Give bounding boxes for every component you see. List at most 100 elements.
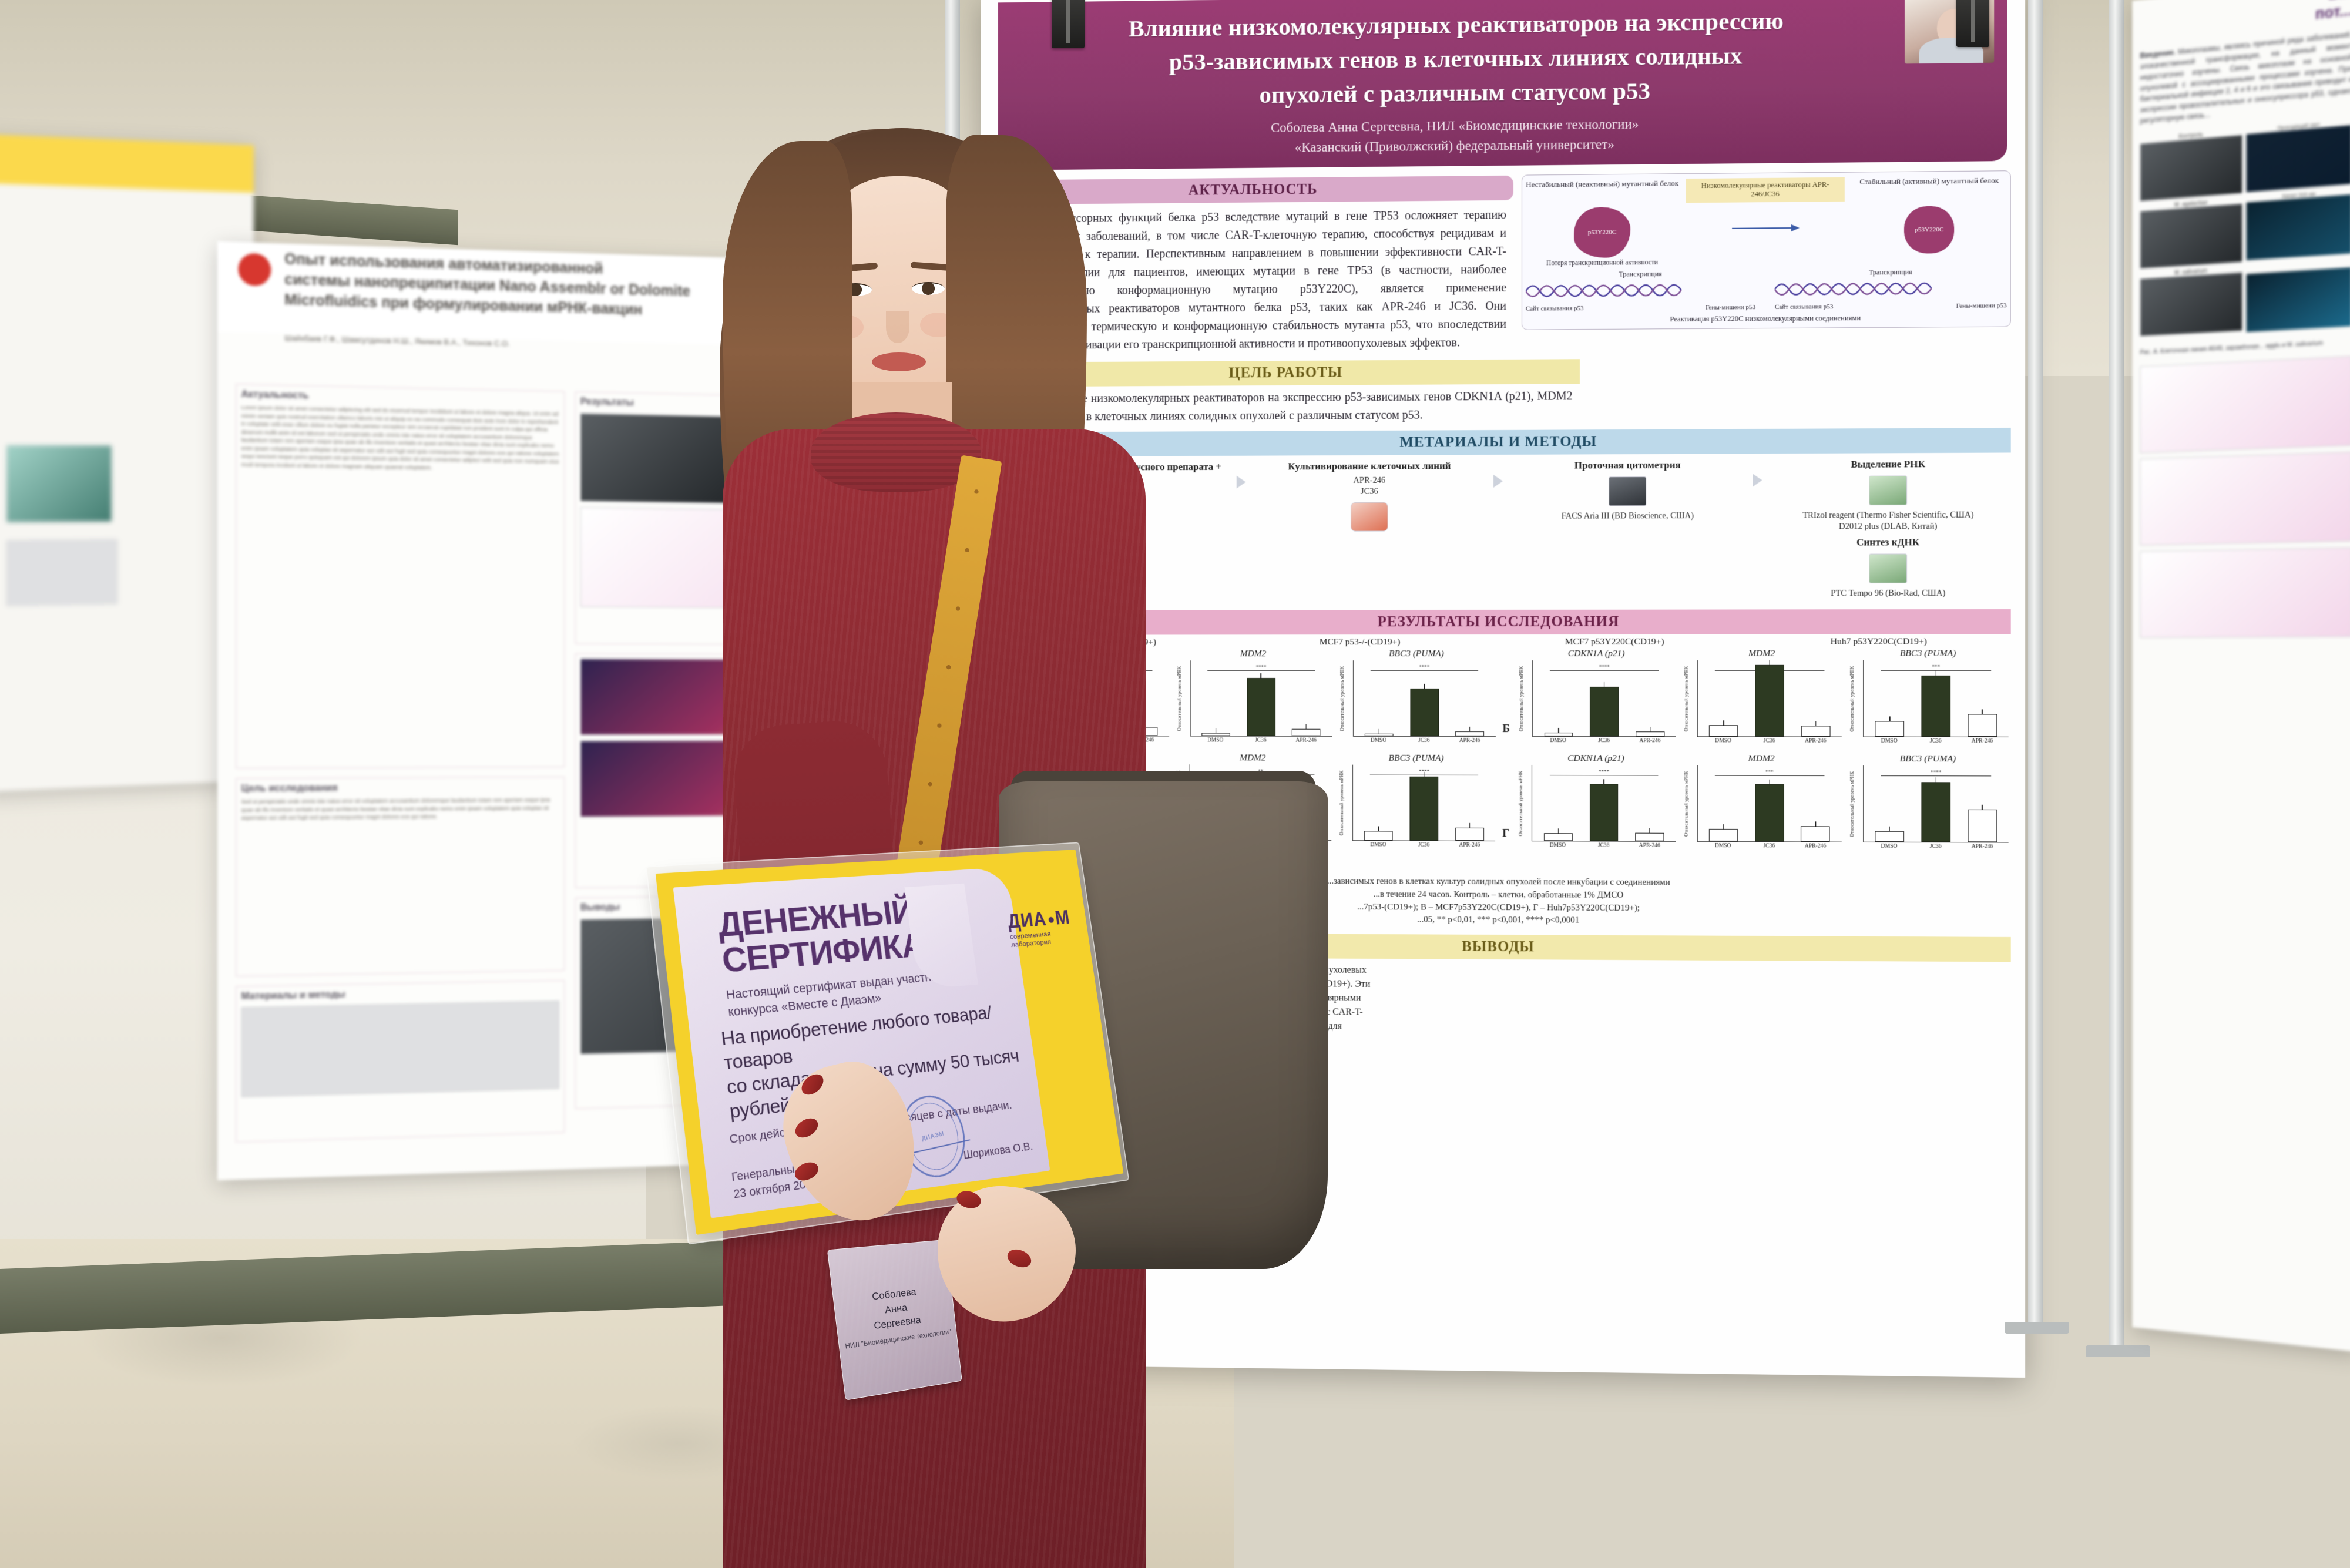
chart-title: BBC3 (PUMA) — [1899, 648, 1956, 659]
method-step-4: Выделение РНК TRIzol reagent (Thermo Fis… — [1802, 458, 1974, 599]
x-tick-label: DMSO — [1714, 843, 1731, 850]
chart-title: CDKN1A (p21) — [1567, 649, 1625, 659]
eye-right — [912, 282, 945, 295]
method-step-3: Проточная цитометрия FACS Aria III (BD B… — [1561, 459, 1694, 521]
bars-group — [1864, 660, 2008, 737]
bars-group — [1533, 660, 1676, 737]
poster-clip-right — [1956, 0, 1989, 47]
x-tick-label: APR-246 — [1971, 844, 1993, 850]
bar — [1875, 826, 1905, 842]
poster-image-generic — [6, 539, 118, 606]
scheme-binding-site-right: Сайт связывания p53 — [1774, 303, 1834, 311]
bar — [1410, 683, 1439, 737]
bars-group — [1697, 765, 1841, 842]
bar-chart: BBC3 (PUMA)Относительный уровень мРНК***… — [1848, 649, 2009, 754]
bars-group — [1864, 765, 2009, 842]
plot-area: Относительный уровень мРНК *** — [1849, 660, 2009, 738]
bar — [1801, 821, 1830, 842]
bar — [1709, 720, 1738, 737]
x-tick-label: DMSO — [1549, 842, 1566, 849]
x-tick-label: JC36 — [1763, 738, 1775, 744]
poster-image-instrument — [6, 445, 112, 523]
poster-frame-post-right — [2086, 0, 2150, 1357]
turtleneck-collar — [811, 412, 981, 492]
poster-clip-left — [1052, 0, 1085, 48]
right-poster-figure-caption: Рис. А. Клеточная линия A549, заражённая… — [2140, 339, 2324, 356]
poster-frame-post-mid — [2005, 0, 2069, 1334]
logo-brand-text-2: М — [1053, 906, 1072, 929]
y-axis-label: Относительный уровень мРНК — [1519, 666, 1525, 731]
bar-chart: CDKN1A (p21)Относительный уровень мРНК**… — [1517, 649, 1676, 754]
left-poster-section-methods: Материалы и методы — [236, 980, 565, 1143]
x-tick-label: APR-246 — [1459, 738, 1480, 744]
x-axis-labels: DMSO JC36 APR-246 — [1532, 841, 1676, 849]
person-presenter — [634, 53, 1410, 1568]
dna-helix-icon-2 — [1775, 276, 2007, 301]
poster-board-right[interactable]: В... пот... Введение. Микоплазмы, являяс… — [2132, 0, 2350, 1352]
x-tick-label: DMSO — [1881, 738, 1898, 744]
chart-title: MDM2 — [1748, 648, 1775, 659]
x-tick-label: JC36 — [1763, 843, 1775, 850]
bar — [1875, 716, 1905, 737]
scheme-label-left: Нестабильный (неактивный) мутантный бело… — [1526, 178, 1679, 189]
bar — [1801, 721, 1831, 737]
y-axis-label: Относительный уровень мРНК — [1683, 771, 1689, 837]
bar — [1921, 777, 1950, 842]
p53-reactivation-scheme: Нестабильный (неактивный) мутантный бело… — [1521, 170, 2011, 330]
scheme-note-loss: Потеря транскрипционной активности — [1546, 258, 1659, 267]
bar — [1409, 771, 1439, 841]
bar — [1590, 682, 1619, 737]
x-tick-label: APR-246 — [1639, 738, 1661, 744]
x-tick-label: APR-246 — [1804, 843, 1827, 850]
chart-title: BBC3 (PUMA) — [1899, 754, 1956, 764]
bar-chart: BBC3 (PUMA)Относительный уровень мРНК***… — [1848, 754, 2009, 859]
x-axis-labels: DMSO JC36 APR-246 — [1697, 737, 1842, 744]
x-axis-labels: DMSO JC36 APR-246 — [1532, 737, 1676, 744]
x-tick-label: JC36 — [1598, 738, 1610, 744]
nose — [886, 311, 909, 343]
bar — [1755, 660, 1784, 737]
x-tick-label: APR-246 — [1459, 842, 1480, 849]
x-tick-label: JC36 — [1418, 738, 1430, 744]
x-axis-labels: DMSO JC36 APR-246 — [1697, 842, 1841, 850]
dna-helix-icon — [1526, 278, 1755, 303]
y-axis-label: Относительный уровень мРНК — [1683, 666, 1689, 732]
left-poster-logo — [238, 253, 271, 287]
plot-area: Относительный уровень мРНК**** — [1849, 765, 2009, 843]
bar — [1455, 822, 1484, 841]
bar — [1635, 828, 1664, 842]
x-tick-label: JC36 — [1418, 842, 1430, 848]
plot-area: Относительный уровень мРНК**** — [1518, 765, 1676, 842]
x-tick-label: JC36 — [1929, 738, 1942, 745]
bar — [1968, 804, 1997, 842]
bar — [1921, 670, 1951, 737]
logo-brand-text: ДИА — [1006, 908, 1048, 932]
y-axis-label: Относительный уровень мРНК — [1518, 770, 1524, 836]
bar-chart: MDM2 Относительный уровень мРНК *** DMSO JC3… — [1681, 753, 1842, 859]
thermocycler-icon — [1869, 553, 1908, 584]
scheme-protein-unstable: p53Y220C — [1573, 207, 1631, 258]
bar — [1755, 780, 1784, 842]
y-axis-label: Относительный уровень мРНК — [1849, 771, 1855, 837]
bar-chart: CDKN1A (p21)Относительный уровень мРНК**… — [1516, 753, 1676, 858]
y-axis-label: Относительный уровень мРНК — [1849, 666, 1855, 732]
lips — [872, 352, 926, 371]
x-tick-label: APR-246 — [1971, 738, 1993, 745]
diam-logo: ДИА М современная лаборатория — [1006, 906, 1083, 949]
scheme-label-center: Низкомолекулярные реактиваторы APR-246/J… — [1686, 177, 1845, 203]
chart-title: MDM2 — [1748, 753, 1775, 764]
scheme-target-genes-left: Гены-мишени p53 — [1706, 303, 1756, 311]
scheme-arrow-icon — [1730, 224, 1800, 232]
reagent-icon — [1869, 475, 1908, 505]
flow-arrow-icon-2 — [1493, 474, 1503, 488]
scheme-target-genes-right: Гены-мишени p53 — [1956, 302, 2007, 310]
logo-dot-icon — [1048, 916, 1054, 923]
flow-arrow-icon-3 — [1753, 474, 1762, 487]
plot-area: Относительный уровень мРНК**** — [1519, 660, 1676, 737]
x-tick-label: APR-246 — [1639, 842, 1660, 850]
x-axis-labels: DMSO JC36 APR-246 — [1863, 842, 2009, 850]
x-axis-labels: DMSO JC36 APR-246 — [1863, 737, 2008, 744]
poster-board-far-left[interactable]: ...система для диагностики... молекулярн… — [0, 134, 254, 792]
